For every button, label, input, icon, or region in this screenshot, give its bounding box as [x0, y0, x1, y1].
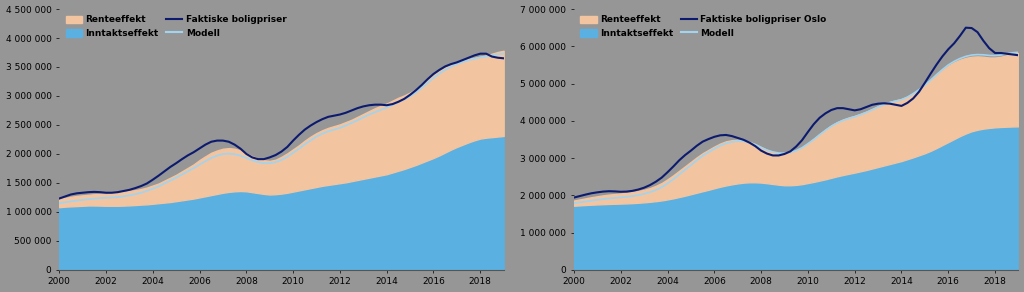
Legend: Renteeffekt, Inntaktseffekt, Faktiske boligpriser, Modell: Renteeffekt, Inntaktseffekt, Faktiske bo…: [63, 13, 289, 40]
Legend: Renteeffekt, Inntaktseffekt, Faktiske boligpriser Oslo, Modell: Renteeffekt, Inntaktseffekt, Faktiske bo…: [579, 13, 828, 40]
